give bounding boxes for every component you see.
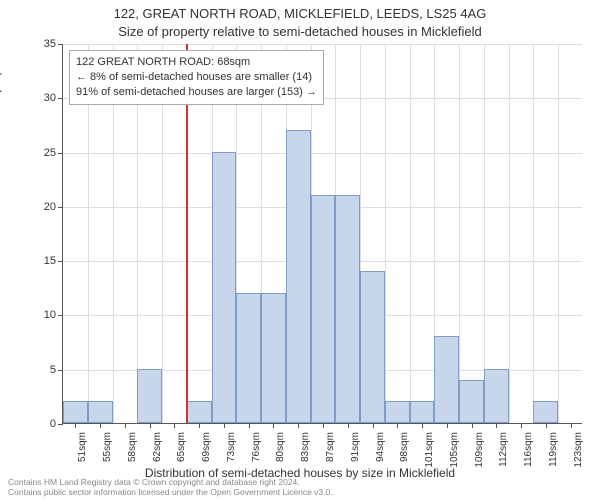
x-tick-mark [546,423,547,428]
footer-line-2: Contains public sector information licen… [8,488,592,498]
x-tick-label: 101sqm [424,432,435,472]
x-tick-mark [174,423,175,428]
gridline-v [533,44,534,423]
x-tick-label: 58sqm [127,432,138,472]
x-tick-label: 105sqm [449,432,460,472]
x-tick-label: 119sqm [548,432,559,472]
x-tick-label: 55sqm [102,432,113,472]
x-tick-label: 116sqm [523,432,534,472]
y-tick-mark [58,98,63,99]
x-tick-mark [348,423,349,428]
chart-title-subtitle: Size of property relative to semi-detach… [0,24,600,39]
annotation-line-property: 122 GREAT NORTH ROAD: 68sqm [76,55,317,70]
y-tick-mark [58,370,63,371]
y-axis-label: Number of semi-detached properties [0,39,2,234]
histogram-bar [385,401,410,423]
x-tick-mark [373,423,374,428]
y-tick-mark [58,261,63,262]
histogram-bar [63,401,88,423]
x-tick-label: 80sqm [275,432,286,472]
gridline-v [484,44,485,423]
footer-attribution: Contains HM Land Registry data © Crown c… [8,478,592,498]
x-tick-mark [447,423,448,428]
histogram-bar [236,293,261,423]
x-tick-mark [273,423,274,428]
histogram-bar [360,271,385,423]
x-tick-mark [75,423,76,428]
x-tick-label: 62sqm [152,432,163,472]
histogram-bar [187,401,212,423]
x-tick-mark [472,423,473,428]
x-tick-mark [150,423,151,428]
gridline-v [459,44,460,423]
x-tick-mark [397,423,398,428]
annotation-box: 122 GREAT NORTH ROAD: 68sqm ← 8% of semi… [69,50,324,105]
x-tick-label: 91sqm [350,432,361,472]
x-tick-mark [224,423,225,428]
gridline-v [509,44,510,423]
y-tick-label: 30 [44,92,56,104]
histogram-bar [335,195,360,423]
histogram-bar [286,130,311,423]
x-tick-label: 94sqm [375,432,386,472]
x-tick-label: 65sqm [176,432,187,472]
y-tick-mark [58,153,63,154]
x-tick-mark [323,423,324,428]
y-tick-label: 25 [44,147,56,159]
y-tick-mark [58,424,63,425]
histogram-bar [533,401,558,423]
y-tick-label: 5 [50,364,56,376]
x-tick-mark [496,423,497,428]
y-tick-mark [58,44,63,45]
y-tick-label: 0 [50,418,56,430]
histogram-plot-area: 122 GREAT NORTH ROAD: 68sqm ← 8% of semi… [62,44,582,424]
x-tick-label: 123sqm [573,432,584,472]
x-tick-label: 76sqm [251,432,262,472]
histogram-bar [459,380,484,423]
chart-title-address: 122, GREAT NORTH ROAD, MICKLEFIELD, LEED… [0,6,600,21]
y-tick-label: 20 [44,201,56,213]
y-tick-mark [58,207,63,208]
x-tick-mark [199,423,200,428]
histogram-bar [137,369,162,423]
histogram-bar [212,152,237,423]
gridline-v [558,44,559,423]
x-tick-label: 83sqm [300,432,311,472]
x-tick-label: 112sqm [498,432,509,472]
histogram-bar [261,293,286,423]
annotation-line-smaller: ← 8% of semi-detached houses are smaller… [76,70,317,85]
x-tick-mark [422,423,423,428]
histogram-bar [88,401,113,423]
x-tick-label: 69sqm [201,432,212,472]
x-tick-label: 98sqm [399,432,410,472]
y-tick-label: 15 [44,255,56,267]
gridline-h [63,153,582,154]
y-tick-label: 10 [44,309,56,321]
gridline-v [385,44,386,423]
gridline-v [410,44,411,423]
x-tick-label: 73sqm [226,432,237,472]
annotation-line-larger: 91% of semi-detached houses are larger (… [76,85,317,100]
x-tick-mark [521,423,522,428]
x-tick-mark [249,423,250,428]
x-tick-mark [571,423,572,428]
x-tick-label: 109sqm [474,432,485,472]
histogram-bar [311,195,336,423]
x-tick-label: 87sqm [325,432,336,472]
y-tick-label: 35 [44,38,56,50]
histogram-bar [434,336,459,423]
gridline-h [63,44,582,45]
x-tick-label: 51sqm [77,432,88,472]
x-tick-mark [298,423,299,428]
histogram-bar [410,401,435,423]
histogram-bar [484,369,509,423]
y-tick-mark [58,315,63,316]
x-tick-mark [100,423,101,428]
x-tick-mark [125,423,126,428]
